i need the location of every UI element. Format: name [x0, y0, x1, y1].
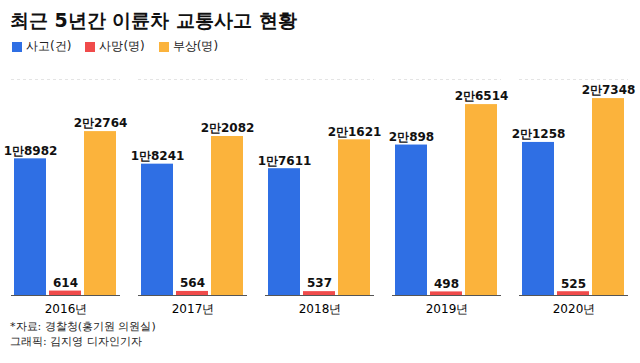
svg-text:537: 537 [307, 276, 332, 290]
svg-text:564: 564 [180, 276, 205, 290]
svg-text:2016년: 2016년 [45, 302, 88, 316]
html-text:부상(명): 부상(명) [172, 39, 219, 53]
svg-text:2만1258: 2만1258 [512, 127, 566, 141]
svg-text:2017년: 2017년 [172, 302, 215, 316]
svg-text:2019년: 2019년 [426, 302, 469, 316]
svg-text:2만6514: 2만6514 [455, 89, 509, 103]
html-text:최근 5년간 이륜차 교통사고 현황: 최근 5년간 이륜차 교통사고 현황 [10, 9, 297, 31]
svg-text:1만7611: 1만7611 [258, 154, 312, 168]
svg-text:1만8982: 1만8982 [4, 144, 58, 158]
svg-text:2만898: 2만898 [389, 130, 434, 144]
svg-text:614: 614 [53, 276, 78, 290]
html-text:사고(건): 사고(건) [26, 39, 72, 53]
svg-text:2만2764: 2만2764 [74, 116, 128, 130]
html-text:그래픽: 김지영 디자인기자: 그래픽: 김지영 디자인기자 [10, 335, 142, 348]
svg-text:2018년: 2018년 [299, 302, 342, 316]
svg-text:2만2082: 2만2082 [201, 121, 255, 135]
svg-text:498: 498 [434, 277, 459, 291]
svg-text:2만7348: 2만7348 [582, 83, 636, 97]
html-text:*자료: 경찰청(홍기원 의원실): *자료: 경찰청(홍기원 의원실) [10, 320, 156, 333]
svg-text:2만1621: 2만1621 [328, 125, 382, 139]
html-text:사망(명): 사망(명) [99, 39, 145, 53]
svg-text:2020년: 2020년 [553, 302, 596, 316]
svg-text:525: 525 [561, 277, 586, 291]
svg-text:1만8241: 1만8241 [131, 149, 185, 163]
